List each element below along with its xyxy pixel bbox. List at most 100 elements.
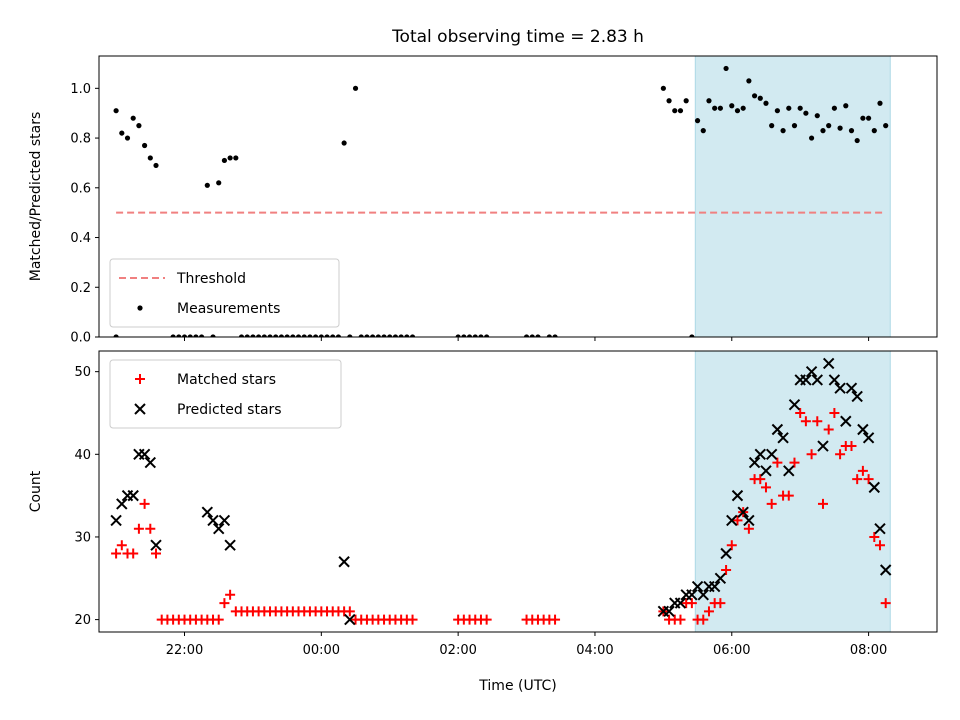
measurement-point xyxy=(113,334,119,337)
matched-stars-point xyxy=(783,490,794,501)
x-tick-label: 08:00 xyxy=(850,643,887,658)
measurement-point xyxy=(729,103,735,109)
axes-frame xyxy=(98,350,938,633)
measurement-point xyxy=(290,334,296,337)
legend-entry-label: Matched stars xyxy=(177,372,276,388)
measurement-point xyxy=(666,98,672,104)
predicted-stars-point xyxy=(879,564,892,576)
predicted-stars-point xyxy=(224,539,236,551)
matched-stars-point xyxy=(550,614,561,625)
y-tick-label: 0.8 xyxy=(70,132,91,147)
predicted-stars-point xyxy=(150,539,162,551)
measurement-point xyxy=(187,334,193,337)
predicted-stars-point xyxy=(686,589,698,601)
measurement-point xyxy=(831,105,837,111)
matched-stars-point xyxy=(675,614,686,625)
measurement-point xyxy=(324,334,330,337)
matched-stars-point xyxy=(686,598,697,609)
matched-stars-point xyxy=(225,589,236,600)
predicted-stars-point xyxy=(828,374,841,386)
chart-title: Total observing time = 2.83 h xyxy=(391,27,644,47)
measurement-point xyxy=(199,334,205,337)
predicted-stars-point xyxy=(811,374,823,386)
predicted-stars-point xyxy=(207,514,219,527)
measurement-point xyxy=(170,334,176,337)
measurement-point xyxy=(250,334,256,337)
predicted-stars-point xyxy=(754,448,766,461)
measurement-point xyxy=(883,123,889,129)
matched-stars-point xyxy=(128,548,139,559)
x-tick-label: 02:00 xyxy=(439,643,476,658)
measurement-point xyxy=(814,113,820,119)
measurement-point xyxy=(689,334,695,337)
measurement-point xyxy=(210,334,216,337)
measurement-point xyxy=(227,155,233,161)
matched-stars-point xyxy=(133,523,144,534)
measurement-point xyxy=(137,305,143,311)
predicted-stars-point xyxy=(743,514,755,527)
measurement-point xyxy=(877,100,883,106)
legend-entry-label: Threshold xyxy=(176,271,246,287)
predicted-stars-point xyxy=(110,514,122,527)
matched-stars-point xyxy=(139,498,150,509)
predicted-stars-point xyxy=(731,489,744,502)
matched-stars-point xyxy=(772,457,783,468)
measurement-point xyxy=(301,334,307,337)
matched-stars-point xyxy=(852,474,863,485)
matched-stars-point xyxy=(846,441,857,452)
measurement-point xyxy=(683,98,689,104)
matched-stars-point xyxy=(800,416,811,427)
matched-stars-point xyxy=(755,474,766,485)
measurement-point xyxy=(364,334,370,337)
measurement-point xyxy=(113,108,119,114)
predicted-stars-point xyxy=(788,399,801,411)
measurement-point xyxy=(330,334,336,337)
matched-stars-point xyxy=(743,523,754,534)
measurement-point xyxy=(786,105,792,111)
y-tick-label: 40 xyxy=(74,448,91,463)
measurement-point xyxy=(398,334,404,337)
predicted-stars-point xyxy=(737,506,749,518)
measurement-point xyxy=(740,105,746,111)
x-axis-label: Time (UTC) xyxy=(478,678,556,694)
matched-stars-point xyxy=(111,548,122,559)
predicted-stars-point xyxy=(134,403,146,415)
measurement-point xyxy=(387,334,393,337)
measurement-point xyxy=(273,334,279,337)
measurement-point xyxy=(358,334,364,337)
measurement-point xyxy=(472,334,478,337)
count-panel: 20 30 40 50 22:00 00:00 02:00 04:00 06:00 08:00 Co… xyxy=(28,350,938,658)
measurement-point xyxy=(871,128,877,134)
matched-stars-point xyxy=(789,457,800,468)
measurement-point xyxy=(552,334,558,337)
matched-stars-point xyxy=(874,540,885,551)
predicted-stars-point xyxy=(344,613,356,626)
legend-entry-label: Measurements xyxy=(177,301,280,317)
matched-stars-point xyxy=(795,407,806,418)
predicted-stars-point xyxy=(144,456,157,469)
x-tick-label: 22:00 xyxy=(166,643,203,658)
measurement-point xyxy=(461,334,467,337)
measurement-point xyxy=(119,130,125,136)
measurement-point xyxy=(535,334,541,337)
measurement-point xyxy=(352,85,359,91)
measurement-point xyxy=(837,125,843,131)
y-tick-label: 30 xyxy=(74,530,91,545)
measurement-point xyxy=(204,182,210,188)
measurement-point xyxy=(409,334,416,337)
matched-stars-point xyxy=(812,416,823,427)
matched-stars-point xyxy=(344,606,355,617)
data-points xyxy=(110,357,892,626)
measurement-point xyxy=(712,105,718,111)
measurement-point xyxy=(820,128,826,134)
y-tick-label: 0.6 xyxy=(70,181,91,196)
predicted-stars-point xyxy=(868,481,881,494)
matched-stars-point xyxy=(806,449,817,460)
measurement-point xyxy=(238,334,245,337)
legend: Threshold Measurements xyxy=(109,258,340,328)
matched-stars-point xyxy=(766,498,777,509)
measurement-point xyxy=(660,85,666,91)
predicted-stars-point xyxy=(783,465,795,477)
measurement-point xyxy=(455,334,461,337)
predicted-stars-point xyxy=(663,605,675,618)
